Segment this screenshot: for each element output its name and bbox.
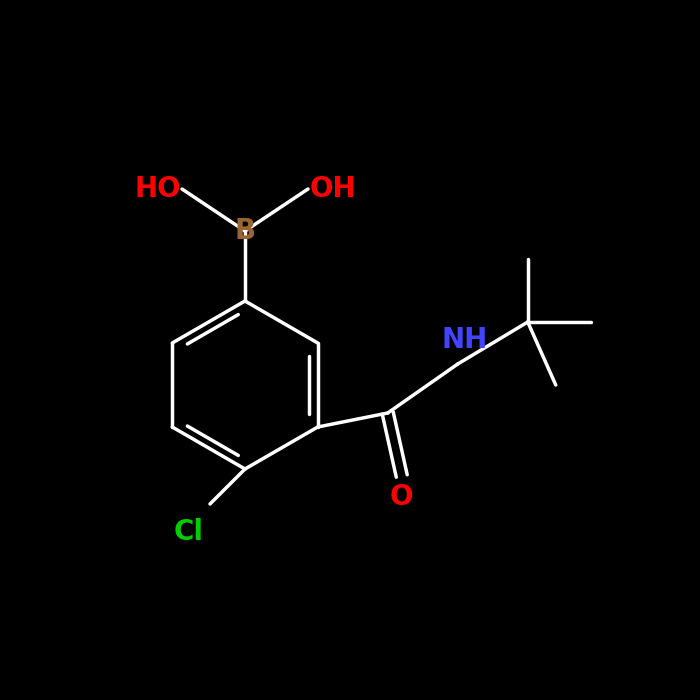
Text: HO: HO [134,175,181,203]
Text: Cl: Cl [174,518,204,546]
Text: O: O [390,483,414,511]
Text: B: B [234,217,255,245]
Text: OH: OH [309,175,356,203]
Text: NH: NH [442,326,488,354]
